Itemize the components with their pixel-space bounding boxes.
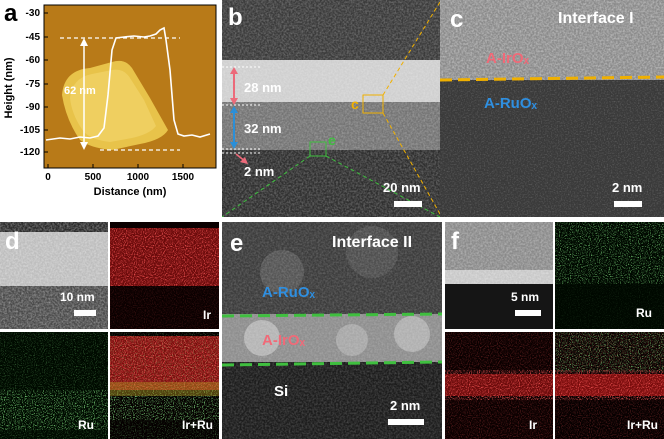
panel-f: f 5 nm Ru Ir Ir+Ru	[445, 222, 664, 439]
scalebar-e	[388, 419, 424, 425]
scalebar-d	[74, 310, 96, 316]
panel-d-irru-map: Ir+Ru	[110, 332, 219, 439]
svg-text:500: 500	[85, 172, 102, 183]
zoom-box-c	[362, 94, 384, 114]
panel-f-irru-map: Ir+Ru	[555, 332, 664, 439]
scalebar-c	[614, 201, 642, 207]
panel-d-ir-map: Ir	[110, 222, 219, 329]
irox-label-c: A-IrOₓ	[486, 50, 529, 67]
panel-label-a: a	[4, 0, 18, 27]
map-label-irru-d: Ir+Ru	[181, 418, 213, 432]
afm-profile-line	[45, 26, 211, 141]
panel-e: e Interface II A-RuOₓ A-IrOₓ Si 2 nm	[222, 222, 442, 439]
panel-b: b 28 nm 32 nm 2 nm c e 20 nm	[222, 0, 440, 217]
cross-section-image	[222, 0, 440, 217]
svg-text:1500: 1500	[172, 172, 195, 183]
interface-ii-upper-dashed-line	[222, 312, 442, 318]
svg-text:-75: -75	[26, 79, 41, 90]
thickness-mid-label: 32 nm	[244, 121, 282, 136]
interface-ii-title: Interface II	[332, 234, 413, 251]
map-label-ir-f: Ir	[529, 418, 538, 432]
map-label-ru-f: Ru	[636, 306, 652, 320]
scalebar-b-label: 20 nm	[383, 180, 421, 195]
scalebar-c-label: 2 nm	[612, 180, 643, 195]
svg-text:0: 0	[45, 172, 51, 183]
panel-d: d 10 nm Ir Ru Ir+Ru	[0, 222, 219, 439]
afm-height-profile-chart: -30 -45 -60 -75 -90 -105 -120 0 500 1000…	[3, 4, 217, 198]
map-label-ru-d: Ru	[78, 418, 94, 432]
scalebar-d-label: 10 nm	[60, 290, 95, 304]
svg-text:-105: -105	[20, 125, 40, 136]
scalebar-e-label: 2 nm	[390, 398, 421, 413]
zoom-box-e	[309, 141, 327, 157]
panel-label-b: b	[228, 4, 243, 31]
ruox-label-c: A-RuOₓ	[484, 95, 537, 112]
map-label-ir-d: Ir	[202, 308, 211, 322]
panel-d-ru-map: Ru	[0, 332, 108, 439]
panel-a: -30 -45 -60 -75 -90 -105 -120 0 500 1000…	[0, 0, 222, 217]
afm-y-axis-label: Height (nm)	[3, 57, 15, 118]
svg-text:-30: -30	[26, 8, 41, 19]
interface-i-dashed-line	[440, 75, 664, 82]
si-label-e: Si	[274, 383, 289, 400]
afm-y-axis: -30 -45 -60 -75 -90 -105 -120	[20, 8, 48, 158]
panel-label-e: e	[230, 230, 244, 257]
svg-text:-45: -45	[26, 32, 41, 43]
panel-d-haadf: d 10 nm	[0, 222, 108, 329]
ruox-label-e: A-RuOₓ	[262, 284, 315, 301]
panel-f-haadf: f 5 nm	[445, 222, 553, 329]
interface-ii-lower-dashed-line	[222, 360, 442, 367]
afm-height-annotation: 62 nm	[64, 85, 96, 97]
panel-f-ru-map: Ru	[555, 222, 664, 329]
panel-label-d: d	[5, 228, 20, 255]
svg-text:-90: -90	[26, 102, 41, 113]
panel-f-ir-map: Ir	[445, 332, 553, 439]
interface-ii-image	[222, 222, 442, 439]
panel-c: c Interface I A-IrOₓ A-RuOₓ 2 nm	[440, 0, 664, 217]
svg-text:-60: -60	[26, 55, 41, 66]
scalebar-f-label: 5 nm	[511, 290, 540, 304]
svg-text:-120: -120	[20, 147, 40, 158]
thickness-top-label: 28 nm	[244, 80, 282, 95]
svg-text:1000: 1000	[127, 172, 150, 183]
afm-x-axis-label: Distance (nm)	[94, 186, 167, 198]
map-label-irru-f: Ir+Ru	[626, 418, 658, 432]
scalebar-b	[394, 201, 422, 207]
box-c-label: c	[351, 96, 359, 112]
panel-label-c: c	[450, 6, 464, 33]
scalebar-f	[515, 310, 541, 316]
interface-i-image	[440, 0, 664, 217]
panel-label-f: f	[451, 228, 459, 255]
irox-label-e: A-IrOₓ	[262, 332, 305, 349]
afm-x-axis: 0 500 1000 1500	[45, 164, 195, 183]
interface-i-title: Interface I	[558, 10, 634, 27]
thickness-bottom-label: 2 nm	[244, 164, 275, 179]
box-e-label: e	[328, 132, 336, 148]
